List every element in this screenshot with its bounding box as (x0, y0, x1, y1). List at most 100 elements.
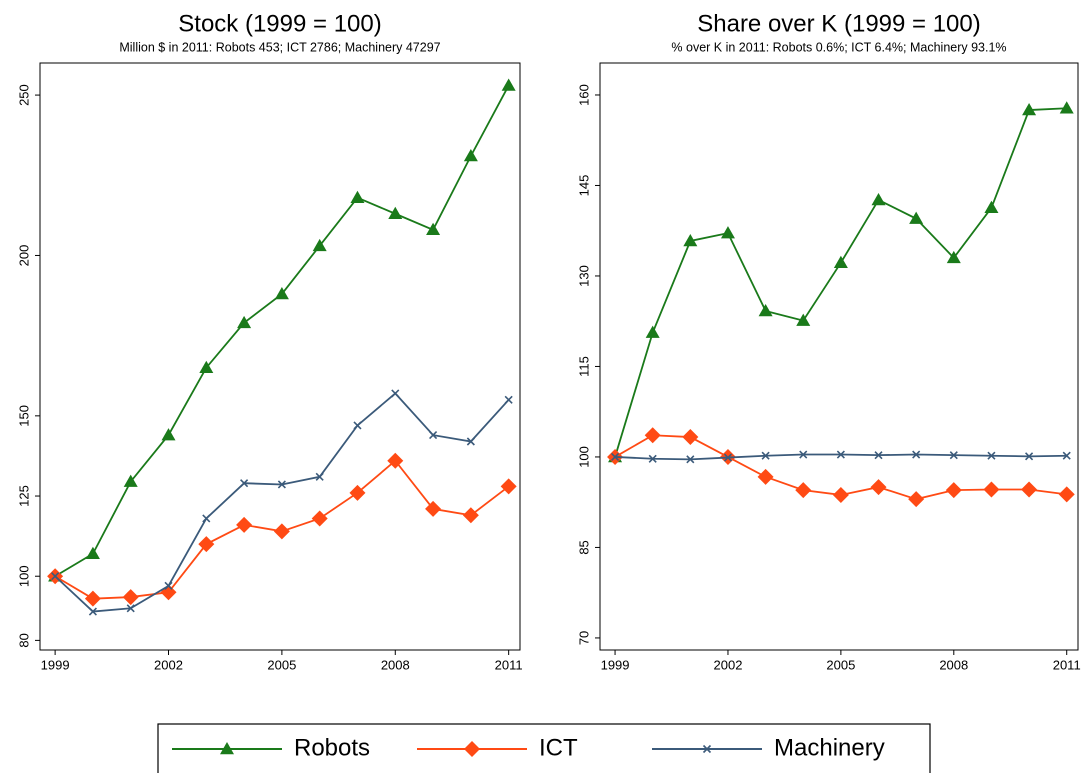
data-point (51, 572, 60, 581)
data-point (648, 454, 657, 463)
y-tick-label: 80 (16, 633, 31, 647)
data-point (391, 389, 400, 398)
data-point (273, 523, 290, 540)
y-tick-label: 100 (16, 565, 31, 587)
data-point (720, 226, 735, 239)
data-point (84, 590, 101, 607)
data-point (349, 484, 366, 501)
data-point (644, 427, 661, 444)
data-point (311, 510, 328, 527)
x-tick-label: 2008 (939, 657, 968, 672)
data-point (945, 482, 962, 499)
data-point (466, 437, 475, 446)
x-tick-label: 1999 (41, 657, 70, 672)
data-point (501, 78, 516, 91)
data-point (610, 452, 620, 462)
data-point (874, 451, 883, 460)
data-point (682, 429, 699, 446)
y-tick-label: 100 (576, 446, 591, 468)
x-tick-label: 1999 (601, 657, 630, 672)
data-point (1022, 103, 1037, 116)
x-tick-label: 2011 (495, 657, 523, 672)
data-point (123, 474, 138, 487)
data-point (202, 514, 211, 523)
y-tick-label: 130 (576, 265, 591, 287)
y-tick-label: 70 (576, 631, 591, 645)
data-point (161, 428, 176, 441)
y-tick-label: 200 (16, 245, 31, 267)
data-point (912, 450, 921, 459)
data-point (946, 250, 961, 264)
chart-subtitle: Million $ in 2011: Robots 453; ICT 2786;… (119, 40, 440, 54)
data-point (645, 325, 660, 338)
y-tick-label: 145 (576, 175, 591, 197)
chart-title: Share over K (1999 = 100) (697, 10, 981, 37)
data-point (164, 581, 173, 590)
x-tick-label: 2002 (714, 657, 743, 672)
data-point (500, 478, 517, 495)
data-point (984, 200, 999, 214)
legend-box (157, 723, 931, 773)
y-tick-label: 115 (576, 356, 591, 377)
y-tick-label: 125 (16, 485, 31, 507)
data-point (237, 315, 252, 329)
data-point (686, 455, 695, 464)
data-point (274, 286, 289, 300)
plot-frame (39, 62, 521, 651)
data-point (909, 211, 924, 224)
data-point (504, 395, 513, 404)
x-tick-label: 2011 (1053, 657, 1081, 672)
data-point (1025, 452, 1034, 461)
data-point (388, 206, 403, 220)
chart-title: Stock (1999 = 100) (178, 10, 381, 37)
x-tick-label: 2008 (381, 657, 410, 672)
data-point (350, 190, 365, 203)
data-point (796, 313, 811, 326)
data-point (795, 482, 812, 499)
data-point (88, 607, 97, 616)
data-point (758, 303, 773, 317)
data-point (198, 536, 215, 553)
data-point (1058, 486, 1075, 503)
data-point (315, 472, 324, 481)
data-point (199, 360, 214, 373)
data-point (426, 222, 441, 236)
y-tick-label: 150 (16, 405, 31, 427)
data-point (761, 451, 770, 460)
legend-label: Machinery (774, 734, 885, 761)
legend-label: ICT (539, 734, 578, 761)
data-point (85, 546, 100, 560)
data-point (870, 479, 887, 496)
x-tick-label: 2005 (826, 657, 855, 672)
series-line (614, 107, 1067, 458)
data-point (836, 450, 845, 459)
data-point (987, 451, 996, 460)
data-point (236, 516, 253, 533)
data-point (353, 421, 362, 430)
data-point (1021, 481, 1038, 498)
data-point (908, 491, 925, 508)
data-point (312, 238, 327, 252)
chart-subtitle: % over K in 2011: Robots 0.6%; ICT 6.4%;… (671, 40, 1006, 54)
y-tick-label: 250 (16, 84, 31, 106)
y-tick-label: 85 (576, 540, 591, 554)
data-point (983, 481, 1000, 498)
legend-label: Robots (294, 734, 370, 761)
series-line (54, 392, 510, 613)
data-point (757, 468, 774, 485)
data-point (949, 451, 958, 460)
x-tick-label: 2002 (154, 657, 183, 672)
x-tick-label: 2005 (267, 657, 296, 672)
data-point (1059, 101, 1074, 114)
data-point (387, 452, 404, 469)
data-point (833, 255, 848, 268)
data-point (723, 453, 733, 462)
legend-marker (702, 744, 712, 754)
legend-marker (464, 741, 480, 757)
data-point (240, 479, 249, 488)
data-point (1062, 451, 1071, 460)
data-point (683, 233, 698, 247)
data-point (799, 450, 808, 459)
y-tick-label: 160 (576, 84, 591, 106)
series-line (54, 85, 510, 577)
